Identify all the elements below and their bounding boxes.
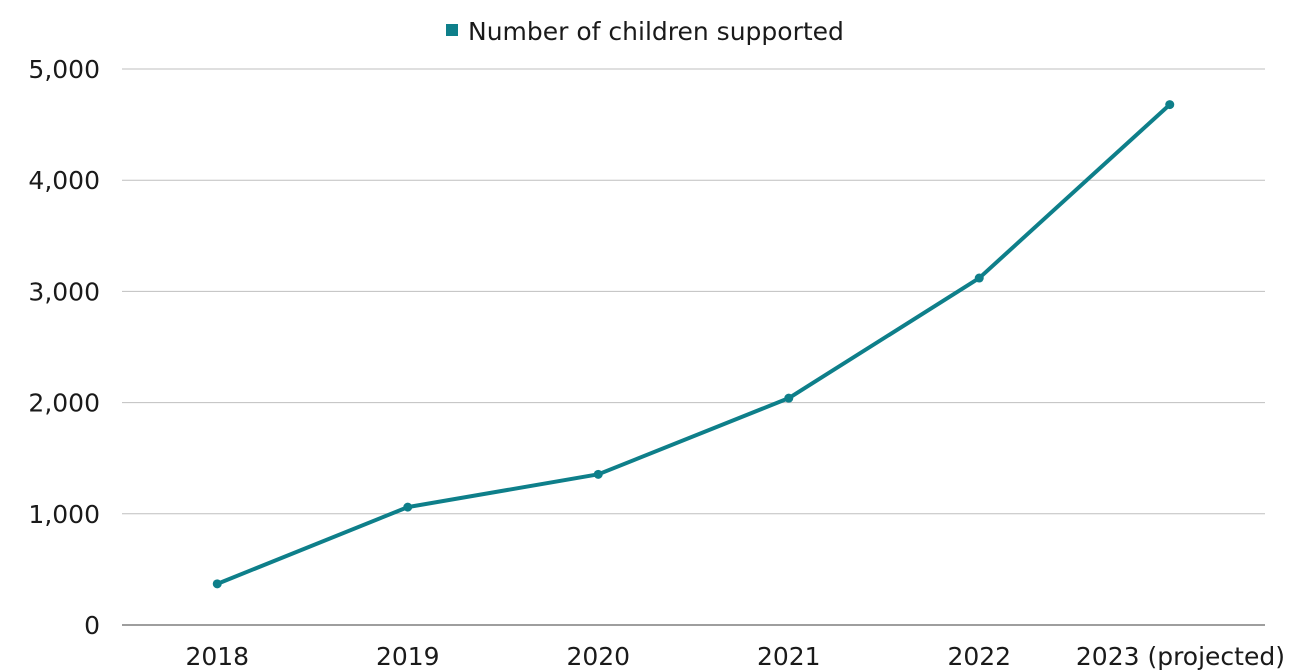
x-tick-label: 2023 (projected)	[1076, 642, 1285, 671]
series-line	[215, 102, 1172, 586]
data-point	[1165, 100, 1175, 110]
legend: Number of children supported	[446, 17, 844, 46]
data-point	[784, 393, 794, 403]
legend-swatch	[446, 24, 458, 36]
x-tick-label: 2019	[376, 642, 440, 671]
x-tick-label: 2018	[185, 642, 249, 671]
series-layer	[212, 100, 1175, 589]
data-point	[593, 469, 603, 479]
x-tick-label: 2020	[566, 642, 630, 671]
x-tick-label: 2022	[947, 642, 1011, 671]
gridlines	[122, 68, 1265, 626]
y-axis-tick-labels: 0 1,000 2,000 3,000 4,000 5,000	[28, 55, 100, 640]
y-tick-label: 4,000	[28, 166, 100, 195]
legend-label: Number of children supported	[468, 17, 844, 46]
data-point	[974, 273, 984, 283]
x-axis-tick-labels: 2018 2019 2020 2021 2022 2023 (projected)	[185, 642, 1285, 671]
y-tick-label: 2,000	[28, 389, 100, 418]
data-point	[212, 579, 222, 589]
y-tick-label: 0	[84, 611, 100, 640]
x-tick-label: 2021	[757, 642, 821, 671]
data-point	[403, 502, 413, 512]
y-tick-label: 1,000	[28, 500, 100, 529]
y-tick-label: 3,000	[28, 277, 100, 306]
y-tick-label: 5,000	[28, 55, 100, 84]
